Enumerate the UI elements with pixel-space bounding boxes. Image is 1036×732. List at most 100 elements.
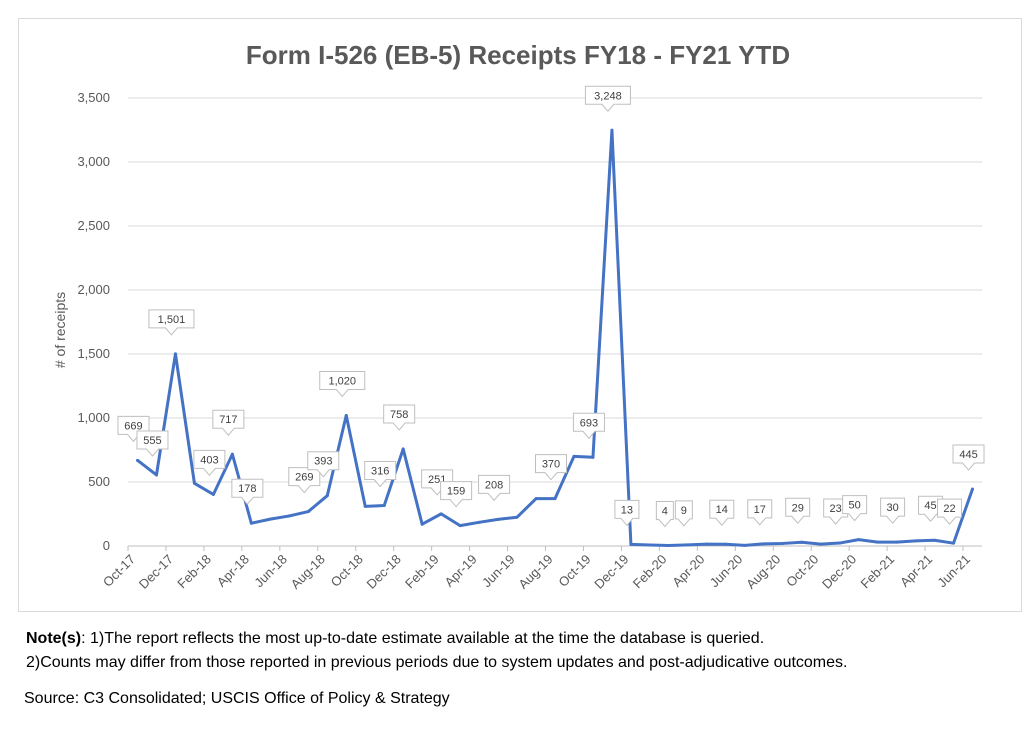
data-point (781, 541, 785, 545)
data-label-callout (709, 499, 735, 526)
x-tick-label: Feb-19 (402, 552, 442, 592)
x-tick-label: Oct-20 (783, 552, 821, 590)
data-point (705, 542, 709, 546)
data-point (268, 517, 272, 521)
data-point (895, 540, 899, 544)
data-point (401, 447, 405, 451)
data-label: 45 (924, 500, 936, 512)
data-label-callout (785, 497, 811, 525)
x-tick-label: Jun-20 (707, 552, 746, 591)
data-label: 316 (371, 466, 389, 478)
data-point (952, 541, 956, 545)
data-label: 29 (792, 502, 804, 514)
data-point (686, 543, 690, 547)
data-point (819, 542, 823, 546)
data-point (249, 521, 253, 525)
data-label: 403 (200, 454, 218, 466)
data-point (591, 455, 595, 459)
data-label-callout (319, 370, 366, 398)
data-point (610, 128, 614, 132)
x-tick-label: Oct-18 (328, 552, 366, 590)
data-point (211, 492, 215, 496)
data-point (743, 543, 747, 547)
data-point (306, 510, 310, 514)
x-tick-label: Aug-18 (288, 552, 328, 592)
data-point (515, 515, 519, 519)
data-label: 9 (681, 505, 687, 517)
x-tick-label: Aug-19 (515, 552, 555, 592)
data-label-callout (383, 404, 416, 431)
data-label-callout (747, 499, 773, 526)
note-line-1: Note(s): 1)The report reflects the most … (26, 630, 764, 648)
data-label: 370 (542, 459, 560, 471)
x-tick-label: Jun-21 (934, 552, 973, 591)
data-label-callout (136, 430, 169, 457)
chart-title: Form I-526 (EB-5) Receipts FY18 - FY21 Y… (245, 40, 791, 70)
note-line-2: 2)Counts may differ from those reported … (26, 654, 848, 671)
data-label: 393 (314, 456, 332, 468)
data-point (192, 481, 196, 485)
data-label: 445 (959, 449, 977, 461)
x-tick-label: Oct-17 (100, 552, 138, 590)
data-point (857, 538, 861, 542)
data-point (762, 542, 766, 546)
x-tick-label: Apr-19 (442, 552, 480, 590)
data-point (135, 458, 139, 462)
data-label: 4 (662, 505, 668, 517)
data-label: 30 (886, 502, 898, 514)
data-label: 669 (124, 420, 142, 432)
data-point (439, 512, 443, 516)
x-tick-label: Apr-21 (897, 552, 935, 590)
chart-frame (18, 18, 1022, 612)
data-point (325, 494, 329, 498)
data-point (287, 514, 291, 518)
data-label-callout (193, 449, 226, 477)
data-point (496, 517, 500, 521)
data-point (420, 522, 424, 526)
y-tick-label: 1,000 (77, 410, 110, 425)
data-label: 758 (390, 409, 408, 421)
note-text-1: : 1)The report reflects the most up-to-d… (81, 630, 765, 647)
data-label-callout (572, 412, 605, 440)
x-tick-label: Dec-18 (364, 552, 404, 592)
data-point (648, 543, 652, 547)
y-tick-label: 2,500 (77, 218, 110, 233)
data-label: 555 (143, 435, 161, 447)
x-tick-label: Apr-18 (214, 552, 252, 590)
y-tick-label: 0 (103, 538, 110, 553)
y-tick-label: 3,500 (77, 90, 110, 105)
y-tick-label: 500 (88, 474, 110, 489)
data-label: 159 (447, 486, 465, 498)
data-label: 22 (943, 503, 955, 515)
data-label-callout (148, 309, 195, 336)
data-label-callout (880, 497, 906, 524)
data-point (629, 542, 633, 546)
data-point (344, 413, 348, 417)
x-tick-label: Dec-19 (591, 552, 631, 592)
y-tick-label: 2,000 (77, 282, 110, 297)
data-label-callout (212, 409, 245, 436)
data-point (363, 504, 367, 508)
data-label: 178 (238, 483, 256, 495)
x-tick-label: Jun-18 (251, 552, 290, 591)
data-point (173, 352, 177, 356)
data-point (572, 454, 576, 458)
data-point (971, 487, 975, 491)
data-label: 208 (485, 479, 503, 491)
data-label-callout (614, 499, 640, 527)
data-label: 1,020 (328, 375, 356, 387)
data-label-callout (535, 454, 567, 481)
data-point (477, 520, 481, 524)
data-label: 693 (580, 417, 598, 429)
x-tick-label: Dec-17 (136, 552, 176, 592)
data-point (724, 542, 728, 546)
data-point (553, 497, 557, 501)
y-tick-label: 3,000 (77, 154, 110, 169)
note-label: Note(s) (26, 630, 82, 647)
x-tick-label: Feb-20 (630, 552, 670, 592)
data-label-callout (584, 85, 631, 113)
data-point (382, 504, 386, 508)
data-label-callout (231, 478, 264, 505)
data-label: 23 (830, 503, 842, 515)
data-point (838, 541, 842, 545)
